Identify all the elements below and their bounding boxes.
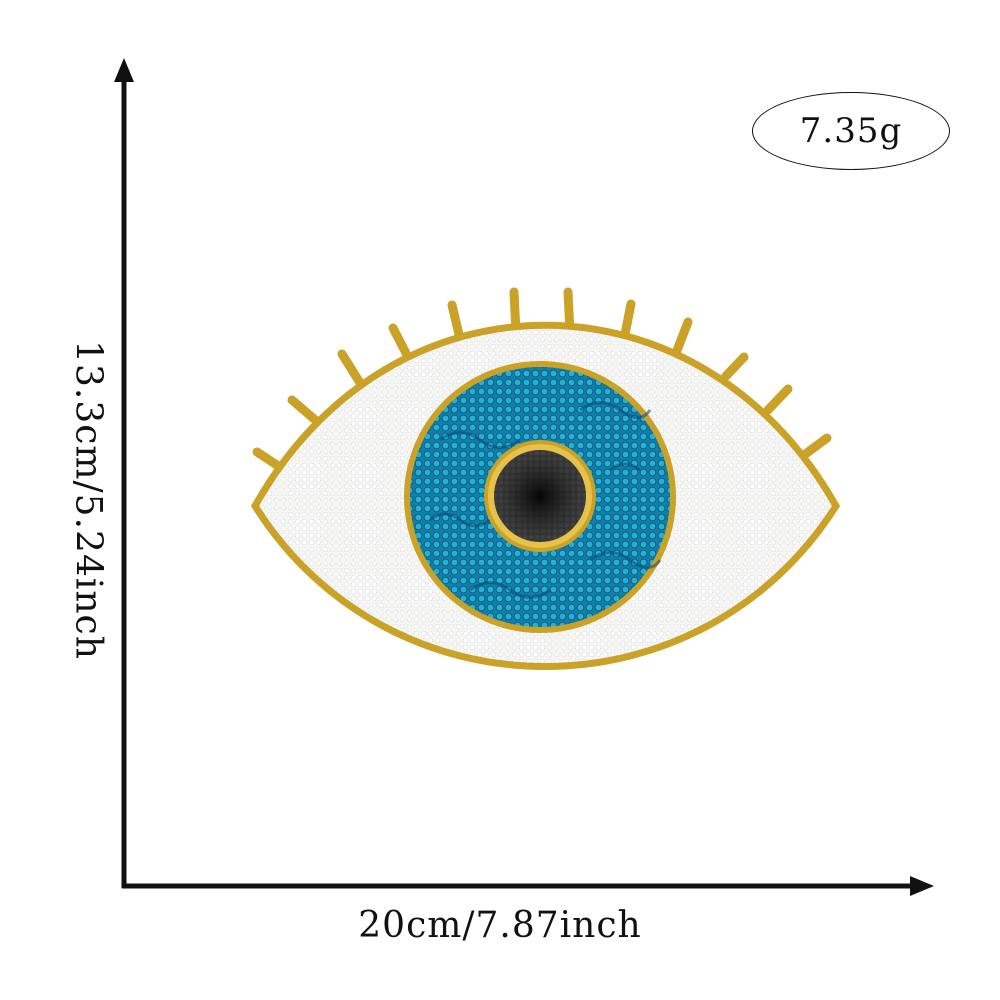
weight-badge: 7.35g	[752, 92, 950, 170]
height-dimension-label: 13.3cm/5.24inch	[67, 340, 109, 660]
pupil-center	[494, 450, 586, 542]
axes	[114, 58, 934, 896]
arrow-up-icon	[114, 58, 134, 82]
width-dimension-label: 20cm/7.87inch	[358, 905, 642, 946]
arrow-right-icon	[910, 876, 934, 896]
evil-eye-patch-icon	[250, 287, 841, 670]
iris-swirls	[429, 401, 662, 599]
